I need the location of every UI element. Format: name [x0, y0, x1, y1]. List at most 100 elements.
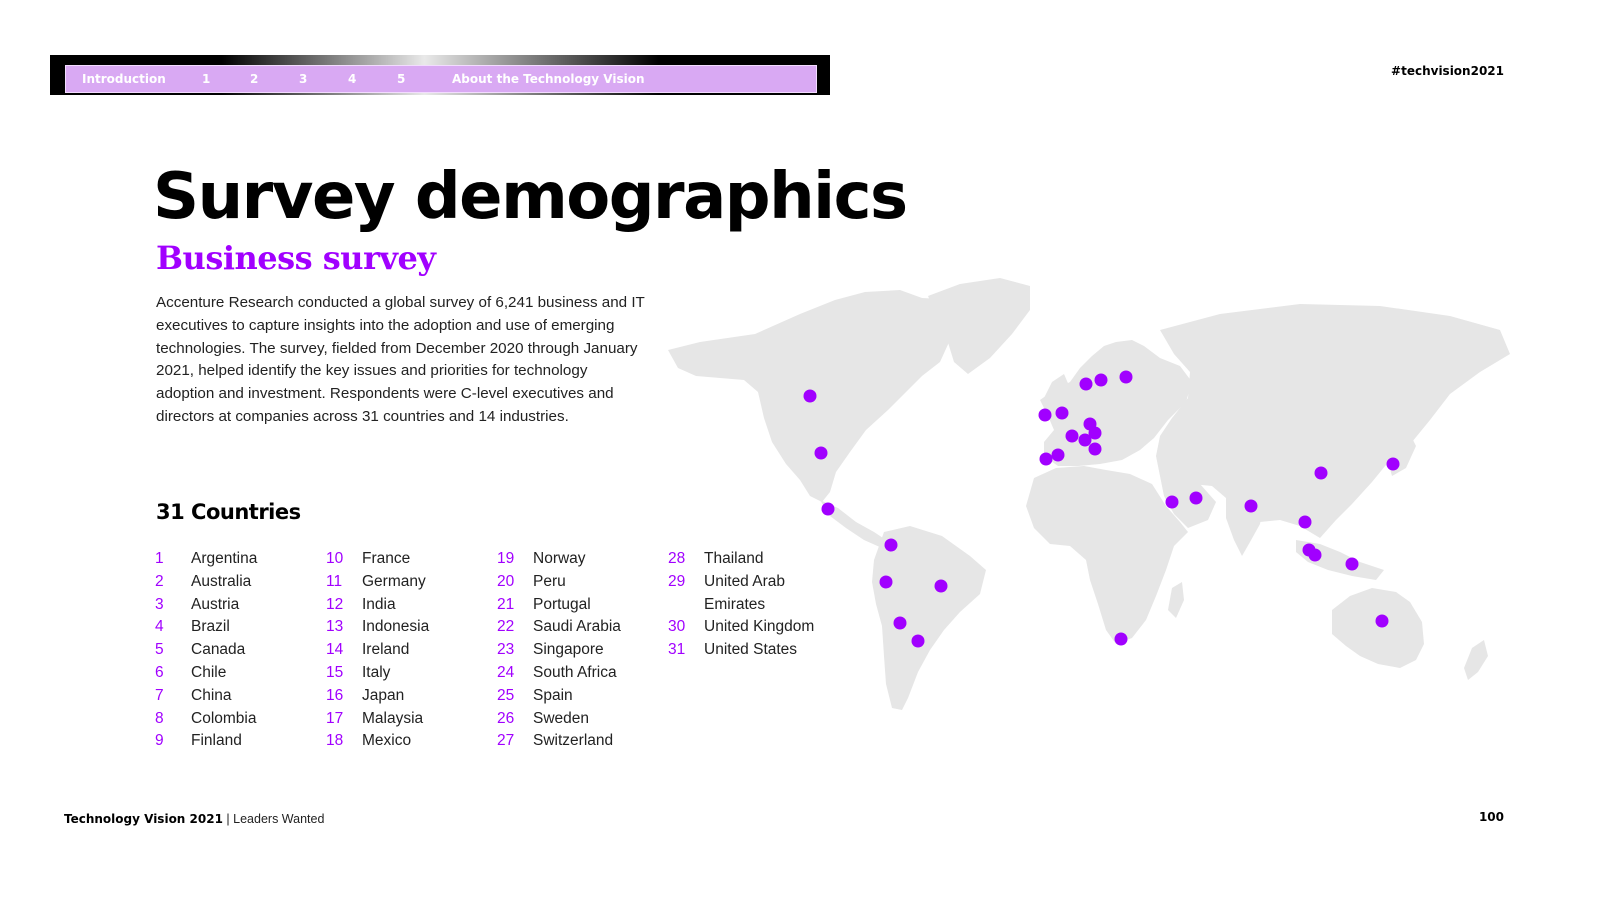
country-name: Portugal: [533, 595, 591, 613]
list-item: 6 Chile: [155, 662, 257, 685]
country-number: 22: [497, 618, 515, 636]
country-name: Saudi Arabia: [533, 618, 621, 636]
land-greenland: [928, 278, 1030, 374]
list-item: 16 Japan: [326, 685, 429, 708]
country-number: 3: [155, 595, 164, 613]
list-item: 23 Singapore: [497, 639, 621, 662]
land-arabia: [1160, 474, 1216, 528]
country-column: 19 Norway 20 Peru 21 Portugal 22 Saudi Arabia 23…: [497, 548, 621, 753]
land-africa: [1026, 466, 1188, 644]
country-number: 15: [326, 663, 344, 681]
country-marker: [1119, 370, 1133, 384]
list-item: 5 Canada: [155, 639, 257, 662]
nav-item-introduction[interactable]: Introduction: [82, 72, 166, 86]
land-asia: [1156, 304, 1510, 538]
country-number: 28: [668, 550, 686, 567]
list-item: 7 China: [155, 685, 257, 708]
country-marker: [1038, 408, 1052, 422]
list-item: 13 Indonesia: [326, 616, 429, 639]
country-marker: [1039, 452, 1053, 466]
country-marker: [1375, 614, 1389, 628]
country-number: 20: [497, 572, 515, 590]
country-number: 4: [155, 618, 164, 636]
country-marker: [1078, 433, 1092, 447]
section-nav-frame: Introduction 1 2 3 4 5 About the Technol…: [50, 55, 830, 95]
footer-brand: Technology Vision 2021: [64, 812, 223, 826]
country-number: 2: [155, 572, 164, 590]
country-name: France: [362, 550, 411, 567]
country-number: 21: [497, 595, 515, 613]
country-name: Malaysia: [362, 709, 424, 727]
country-column: 1 Argentina 2 Australia 3 Austria 4 Brazil 5 Cana…: [155, 548, 257, 753]
country-marker: [1314, 466, 1328, 480]
country-name: Emirates: [704, 595, 766, 613]
list-item: 25 Spain: [497, 685, 621, 708]
list-item: 18 Mexico: [326, 730, 429, 753]
list-item: 17 Malaysia: [326, 708, 429, 731]
country-marker: [884, 538, 898, 552]
country-name: Singapore: [533, 641, 604, 659]
list-item: 20 Peru: [497, 571, 621, 594]
page-number: 100: [1478, 810, 1504, 824]
nav-item-1[interactable]: 1: [202, 72, 211, 86]
country-number: 30: [668, 618, 686, 636]
country-name: Australia: [191, 572, 252, 590]
country-marker: [1308, 548, 1322, 562]
country-name: Switzerland: [533, 732, 614, 750]
country-name: Canada: [191, 641, 246, 659]
country-name: Brazil: [191, 618, 230, 636]
list-item: 8 Colombia: [155, 708, 257, 731]
nav-item-4[interactable]: 4: [348, 72, 357, 86]
nav-item-5[interactable]: 5: [397, 72, 406, 86]
country-number: 17: [326, 709, 344, 727]
country-marker: [893, 616, 907, 630]
country-number: 27: [497, 732, 515, 750]
country-number: 31: [668, 641, 686, 659]
country-marker: [1055, 406, 1069, 420]
list-item: 31 United States: [668, 639, 814, 662]
country-number: 7: [155, 686, 164, 704]
country-name: Sweden: [533, 709, 590, 727]
land-south-america: [872, 526, 986, 710]
country-marker: [1244, 499, 1258, 513]
country-marker: [1189, 491, 1203, 505]
page-subtitle: Business survey: [156, 239, 436, 277]
section-nav-bar: Introduction 1 2 3 4 5 About the Technol…: [65, 65, 817, 93]
country-number: 18: [326, 732, 344, 750]
country-name: Finland: [191, 732, 242, 750]
country-name: Norway: [533, 550, 586, 567]
country-name: Indonesia: [362, 618, 430, 636]
country-name: Chile: [191, 663, 227, 681]
list-item: 12 India: [326, 594, 429, 617]
land-central-america: [820, 500, 886, 548]
list-item: 21 Portugal: [497, 594, 621, 617]
page-title: Survey demographics: [153, 160, 908, 234]
country-marker: [1088, 426, 1102, 440]
country-number: 10: [326, 550, 344, 567]
nav-item-3[interactable]: 3: [299, 72, 308, 86]
list-item: 22 Saudi Arabia: [497, 616, 621, 639]
country-marker: [1094, 373, 1108, 387]
country-name: Colombia: [191, 709, 257, 727]
nav-item-about[interactable]: About the Technology Vision: [452, 72, 645, 86]
list-item: 10 France: [326, 548, 429, 571]
list-item: 24 South Africa: [497, 662, 621, 685]
country-number: 25: [497, 686, 515, 704]
list-item: 27 Switzerland: [497, 730, 621, 753]
footer-tagline: Leaders Wanted: [233, 812, 325, 826]
country-name: Spain: [533, 686, 573, 704]
map-landmass: [668, 278, 1510, 710]
country-name: Italy: [362, 663, 391, 681]
country-number: 29: [668, 572, 686, 590]
country-number: 9: [155, 732, 164, 750]
world-map: [668, 278, 1510, 710]
nav-item-2[interactable]: 2: [250, 72, 259, 86]
list-item: 14 Ireland: [326, 639, 429, 662]
country-number: 6: [155, 663, 164, 681]
footer-separator: |: [222, 812, 234, 826]
country-marker: [1051, 448, 1065, 462]
intro-paragraph: Accenture Research conducted a global su…: [156, 294, 645, 425]
list-item: 19 Norway: [497, 548, 621, 571]
country-name: United States: [704, 641, 798, 659]
country-marker: [911, 634, 925, 648]
